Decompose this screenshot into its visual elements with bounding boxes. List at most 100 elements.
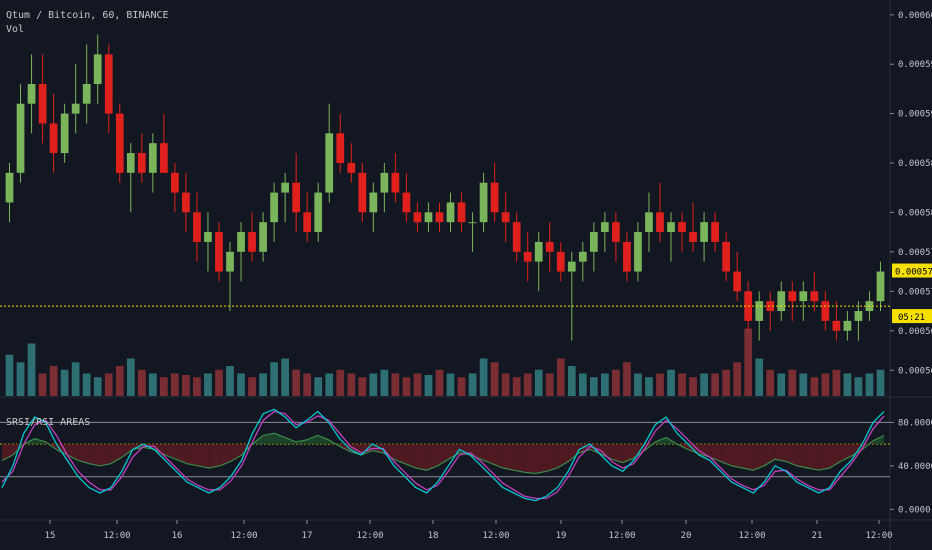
candle-body (60, 113, 69, 154)
volume-label[interactable]: Vol (6, 24, 25, 35)
candle-body (523, 251, 532, 262)
volume-bar (82, 373, 91, 396)
volume-bar (832, 369, 841, 396)
volume-bar (501, 373, 510, 396)
indicator-title: SRSI/RSI AREAS (6, 417, 90, 428)
rsi-area-segment (154, 444, 166, 455)
candle-body (358, 172, 367, 213)
candle-body (876, 271, 885, 302)
candle-body (270, 192, 278, 223)
volume-bar (446, 373, 455, 396)
candle-body (182, 192, 190, 213)
candle-body (303, 212, 312, 233)
rsi-area-segment (829, 444, 841, 469)
candle-body (16, 103, 25, 173)
volume-bar (259, 373, 267, 396)
volume-bar (380, 369, 389, 396)
rsi-area-segment (56, 444, 68, 455)
time-tick-label: 21 (812, 531, 823, 541)
time-tick-label: 19 (556, 531, 567, 541)
axes: 0.000600 0.000595 0.000590 0.000585 0.000580… (0, 11, 932, 541)
volume-bar (678, 373, 686, 396)
candle-body (204, 232, 212, 242)
volume-bar (126, 358, 135, 396)
volume-bar (854, 377, 863, 396)
price-tick-label: 0.000590 (898, 110, 932, 120)
volume-bar (567, 366, 576, 396)
volume-bar (402, 377, 411, 396)
rsi-area-segment (459, 444, 471, 455)
volume-bar (204, 373, 212, 396)
volume-bar (523, 373, 532, 396)
volume-bar (545, 373, 554, 396)
indicator-tick-label: 40.0000 (898, 462, 932, 472)
volume-bar (589, 377, 598, 396)
rsi-area-segment (394, 444, 405, 464)
candle-body (391, 172, 400, 193)
last-price-label: 0.000574 (895, 268, 932, 278)
rsi-area-segment (622, 444, 634, 463)
rsi-area-segment (698, 444, 710, 458)
volume-bar (193, 377, 201, 396)
volume-bar (137, 369, 146, 396)
price-tick-label: 0.000564 (898, 366, 932, 376)
rsi-area-segment (481, 444, 492, 464)
volume-bar (766, 369, 775, 396)
indicator-tick-label: 80.0000 (898, 418, 932, 428)
candle-body (501, 212, 510, 223)
candle-body (799, 291, 808, 302)
price-tick-label: 0.000568 (898, 327, 932, 337)
candle-body (545, 241, 554, 252)
rsi-area-segment (121, 444, 133, 458)
rsi-area-segment (796, 444, 808, 469)
candle-body (369, 192, 378, 213)
candle-body (843, 320, 852, 331)
candle-body (104, 54, 113, 114)
time-tick-label: 17 (302, 531, 313, 541)
rsi-area-segment (176, 444, 188, 464)
candle-body (49, 123, 58, 154)
rsi-area-segment (731, 444, 743, 469)
volume-bar (512, 377, 521, 396)
candle-body (821, 301, 830, 321)
stoch-k-line (1, 408, 885, 502)
candle-body (314, 192, 323, 233)
rsi-area-segment (448, 444, 460, 460)
symbol-title[interactable]: Qtum / Bitcoin, 60, BINANCE (6, 10, 169, 21)
volume-bar (93, 377, 102, 396)
volume-bar (281, 358, 289, 396)
volume-bars (5, 328, 885, 396)
candle-body (27, 83, 36, 104)
candle-body (226, 251, 234, 272)
volume-bar (347, 373, 356, 396)
rsi-area-segment (775, 444, 786, 462)
volume-bar (490, 362, 499, 396)
rsi-area-segment (753, 444, 765, 471)
volume-bar (843, 373, 852, 396)
volume-bar (799, 373, 808, 396)
candle-body (512, 222, 521, 252)
rsi-area-segment (546, 444, 558, 472)
volume-bar (578, 373, 587, 396)
volume-bar (391, 373, 400, 396)
candle-body (788, 291, 797, 302)
volume-bar (645, 377, 653, 396)
time-tick-label: 12:00 (103, 531, 130, 541)
candle-body (237, 232, 245, 252)
rsi-area-segment (579, 444, 590, 453)
volume-bar (237, 373, 245, 396)
candle-body (5, 172, 14, 203)
volume-bar (700, 373, 708, 396)
candle-body (248, 232, 256, 252)
price-tick-label: 0.000595 (898, 60, 932, 70)
time-tick-label: 12:00 (865, 531, 892, 541)
candle-body (578, 251, 587, 262)
rsi-area-segment (426, 444, 438, 471)
candle-body (700, 222, 708, 242)
volume-bar (160, 377, 168, 396)
time-tick-label: 18 (428, 531, 439, 541)
volume-bar (821, 373, 830, 396)
candle-body (82, 83, 91, 104)
